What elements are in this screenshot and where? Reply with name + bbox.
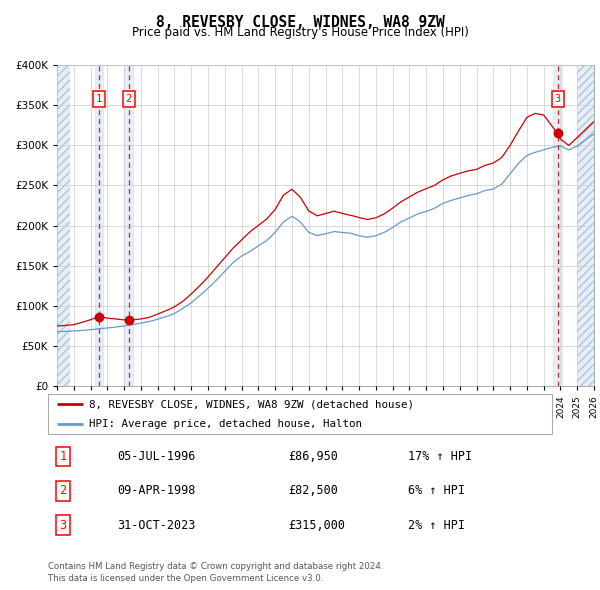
Bar	[124, 65, 133, 386]
Text: £82,500: £82,500	[288, 484, 338, 497]
Text: £86,950: £86,950	[288, 450, 338, 463]
Text: £315,000: £315,000	[288, 519, 345, 532]
Text: 6% ↑ HPI: 6% ↑ HPI	[408, 484, 465, 497]
Text: 1: 1	[96, 94, 102, 104]
Text: 17% ↑ HPI: 17% ↑ HPI	[408, 450, 472, 463]
Text: 2: 2	[125, 94, 132, 104]
Bar	[553, 65, 562, 386]
Text: 2: 2	[59, 484, 67, 497]
Bar	[57, 65, 70, 386]
Text: 2% ↑ HPI: 2% ↑ HPI	[408, 519, 465, 532]
Text: Contains HM Land Registry data © Crown copyright and database right 2024.
This d: Contains HM Land Registry data © Crown c…	[48, 562, 383, 583]
Bar	[95, 65, 103, 386]
Text: 8, REVESBY CLOSE, WIDNES, WA8 9ZW: 8, REVESBY CLOSE, WIDNES, WA8 9ZW	[155, 15, 445, 30]
Text: 3: 3	[554, 94, 561, 104]
Text: 3: 3	[59, 519, 67, 532]
Text: HPI: Average price, detached house, Halton: HPI: Average price, detached house, Halt…	[89, 419, 362, 428]
Text: 1: 1	[59, 450, 67, 463]
Text: 8, REVESBY CLOSE, WIDNES, WA8 9ZW (detached house): 8, REVESBY CLOSE, WIDNES, WA8 9ZW (detac…	[89, 399, 415, 409]
Text: 31-OCT-2023: 31-OCT-2023	[117, 519, 196, 532]
Text: 09-APR-1998: 09-APR-1998	[117, 484, 196, 497]
Text: Price paid vs. HM Land Registry's House Price Index (HPI): Price paid vs. HM Land Registry's House …	[131, 26, 469, 39]
FancyBboxPatch shape	[48, 394, 552, 434]
Text: 05-JUL-1996: 05-JUL-1996	[117, 450, 196, 463]
Bar	[577, 65, 594, 386]
